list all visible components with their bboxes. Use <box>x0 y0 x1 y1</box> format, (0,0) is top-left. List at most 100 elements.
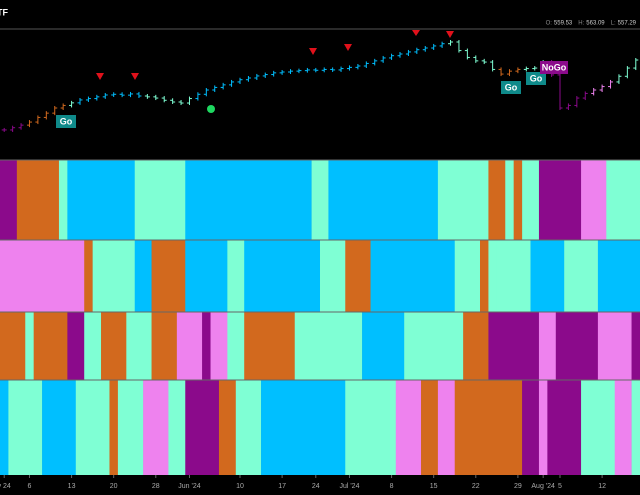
price-bar <box>616 74 622 84</box>
ohlc-label: O: <box>546 21 553 27</box>
ohlc-label: H: <box>578 21 584 27</box>
price-bar <box>346 65 352 71</box>
price-bar <box>229 79 235 87</box>
price-bar <box>69 100 75 108</box>
regime-segment <box>555 312 599 380</box>
regime-segment <box>328 160 338 240</box>
regime-segment <box>614 380 632 475</box>
price-bar <box>338 66 344 72</box>
price-bar <box>237 77 243 84</box>
price-bar <box>498 67 504 77</box>
price-bar <box>506 69 512 77</box>
regime-segment <box>538 312 557 380</box>
regime-segment <box>126 312 152 380</box>
price-bar <box>94 94 100 101</box>
price-bar <box>170 98 176 104</box>
ohlc-value: 559.53 <box>554 21 573 27</box>
regime-segment <box>294 312 363 380</box>
regime-segment <box>488 312 540 380</box>
regime-segment <box>336 160 439 240</box>
price-bar <box>591 88 597 96</box>
regime-segment <box>421 380 439 475</box>
price-bar <box>321 67 327 73</box>
regime-segment <box>218 380 237 475</box>
regime-segment <box>345 240 371 312</box>
x-tick-label: 17 <box>278 483 286 490</box>
regime-segment <box>538 380 548 475</box>
regime-segment <box>134 240 152 312</box>
price-bar <box>52 106 58 116</box>
regime-segment <box>185 380 220 475</box>
price-bar <box>60 103 66 110</box>
regime-segment <box>522 160 540 240</box>
regime-segment <box>0 312 26 380</box>
regime-segment <box>42 380 77 475</box>
ohlc-label: L: <box>611 21 616 27</box>
price-bar <box>599 84 605 92</box>
price-bar <box>515 67 521 74</box>
regime-segment <box>454 240 481 312</box>
regime-segment <box>25 312 34 380</box>
green-dot <box>207 105 215 113</box>
regime-segment <box>530 240 565 312</box>
price-bar <box>532 66 538 71</box>
x-tick-label: Aug '24 <box>531 483 555 490</box>
price-bar <box>574 96 580 108</box>
price-bar <box>456 40 462 53</box>
regime-segment <box>597 240 640 312</box>
regime-segment <box>488 160 506 240</box>
price-bar <box>245 76 251 82</box>
chart-title: TF <box>0 7 8 17</box>
price-bar <box>380 55 386 63</box>
regime-segment <box>176 312 203 380</box>
regime-segment <box>185 160 312 240</box>
regime-segment <box>168 380 186 475</box>
regime-segment <box>0 160 18 240</box>
price-bar <box>85 96 91 102</box>
x-tick-label: 5 <box>558 483 562 490</box>
ohlc-value: 563.09 <box>586 21 605 27</box>
regime-segment <box>505 160 514 240</box>
price-bar <box>111 92 117 97</box>
ohlc-value: 557.29 <box>618 21 637 27</box>
x-tick-label: 29 <box>514 483 522 490</box>
regime-segment <box>480 240 489 312</box>
x-tick-label: 10 <box>236 483 244 490</box>
regime-segment <box>244 312 296 380</box>
price-bar <box>363 61 369 68</box>
regime-segment <box>185 240 228 312</box>
regime-segment <box>67 160 136 240</box>
regime-segment <box>75 380 110 475</box>
price-bar <box>448 40 454 46</box>
signals: Go Go Go NoGo <box>56 30 568 128</box>
regime-segment <box>117 380 144 475</box>
regime-segment <box>564 240 599 312</box>
price-bar <box>473 55 479 63</box>
regime-segment <box>463 312 489 380</box>
price-bar <box>119 92 125 98</box>
price-bar <box>422 46 428 52</box>
regime-segment <box>261 380 346 475</box>
regime-segment <box>488 240 498 312</box>
price-bar <box>405 49 411 56</box>
price-bar <box>212 85 218 92</box>
regime-segment <box>538 160 582 240</box>
price-bar <box>414 47 420 54</box>
x-tick-label: 20 <box>110 483 118 490</box>
price-bar <box>397 52 403 58</box>
price-bar <box>254 73 260 80</box>
regime-segment <box>202 312 211 380</box>
regime-segment <box>597 312 632 380</box>
price-bar <box>18 123 24 130</box>
price-bar <box>565 103 571 110</box>
regime-segment <box>227 240 245 312</box>
regime-segment <box>210 312 228 380</box>
regime-segment <box>581 160 607 240</box>
regime-segment <box>33 312 68 380</box>
regime-segment <box>0 380 9 475</box>
price-bar <box>608 79 614 89</box>
price-bar <box>271 70 277 77</box>
regime-segment <box>631 312 640 380</box>
price-bar <box>161 96 167 103</box>
